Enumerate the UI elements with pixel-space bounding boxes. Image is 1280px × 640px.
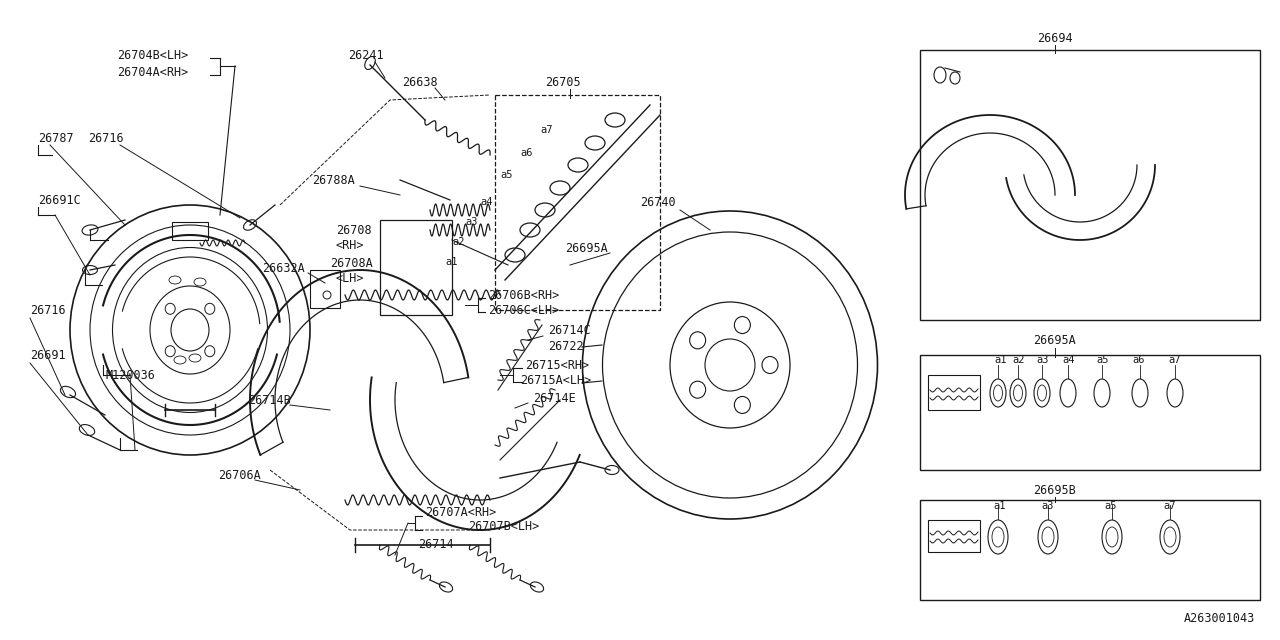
Text: 26714B: 26714B xyxy=(248,394,291,406)
Text: a6: a6 xyxy=(520,148,532,158)
Bar xyxy=(495,95,660,310)
Text: a5: a5 xyxy=(1103,501,1116,511)
Text: 26704A<RH>: 26704A<RH> xyxy=(116,65,188,79)
Text: A263001043: A263001043 xyxy=(1184,611,1254,625)
Text: 26691C: 26691C xyxy=(38,193,81,207)
Text: 26788A: 26788A xyxy=(312,173,355,186)
Text: a5: a5 xyxy=(1096,355,1108,365)
Text: a4: a4 xyxy=(1062,355,1074,365)
Text: a7: a7 xyxy=(540,125,553,135)
Bar xyxy=(172,222,207,240)
Text: <RH>: <RH> xyxy=(335,239,365,252)
Text: a7: a7 xyxy=(1164,501,1175,511)
Text: a7: a7 xyxy=(1169,355,1180,365)
Bar xyxy=(310,270,340,308)
Bar xyxy=(920,500,1260,600)
Text: 26715<RH>: 26715<RH> xyxy=(525,358,589,371)
Text: a3: a3 xyxy=(1041,501,1053,511)
Text: 26638: 26638 xyxy=(402,76,438,88)
Text: 26706C<LH>: 26706C<LH> xyxy=(488,303,559,317)
Text: 26705: 26705 xyxy=(545,76,581,88)
Text: 26707A<RH>: 26707A<RH> xyxy=(425,506,497,518)
Text: 26715A<LH>: 26715A<LH> xyxy=(520,374,591,387)
Text: 26695A: 26695A xyxy=(1034,333,1076,346)
Text: 26695B: 26695B xyxy=(1034,483,1076,497)
Text: a2: a2 xyxy=(452,237,465,247)
Text: 26714E: 26714E xyxy=(532,392,576,404)
Text: M120036: M120036 xyxy=(105,369,155,381)
Text: 26708: 26708 xyxy=(335,223,371,237)
Text: a6: a6 xyxy=(1132,355,1144,365)
Text: a1: a1 xyxy=(445,257,457,267)
Text: 26706B<RH>: 26706B<RH> xyxy=(488,289,559,301)
Text: 26691: 26691 xyxy=(29,349,65,362)
Bar xyxy=(928,375,980,410)
Text: 26722: 26722 xyxy=(548,339,584,353)
Text: a2: a2 xyxy=(1012,355,1024,365)
Bar xyxy=(920,50,1260,320)
Text: 26740: 26740 xyxy=(640,195,676,209)
Text: a3: a3 xyxy=(1036,355,1048,365)
Text: 26695A: 26695A xyxy=(564,241,608,255)
Text: 26694: 26694 xyxy=(1037,31,1073,45)
Text: 26706A: 26706A xyxy=(218,468,261,481)
Text: a4: a4 xyxy=(480,197,493,207)
Text: <LH>: <LH> xyxy=(335,271,365,285)
Bar xyxy=(920,355,1260,470)
Text: a1: a1 xyxy=(995,355,1006,365)
Text: 26632A: 26632A xyxy=(262,262,305,275)
Text: 26787: 26787 xyxy=(38,131,74,145)
Text: a3: a3 xyxy=(465,217,477,227)
Text: 26708A: 26708A xyxy=(330,257,372,269)
Text: 26704B<LH>: 26704B<LH> xyxy=(116,49,188,61)
Text: a5: a5 xyxy=(500,170,512,180)
Text: 26707B<LH>: 26707B<LH> xyxy=(468,520,539,534)
Text: 26714C: 26714C xyxy=(548,323,591,337)
Text: a1: a1 xyxy=(993,501,1006,511)
Text: 26716: 26716 xyxy=(88,131,124,145)
Text: 26241: 26241 xyxy=(348,49,384,61)
Bar xyxy=(380,220,452,315)
Bar xyxy=(928,520,980,552)
Text: 26716: 26716 xyxy=(29,303,65,317)
Text: 26714: 26714 xyxy=(419,538,453,552)
